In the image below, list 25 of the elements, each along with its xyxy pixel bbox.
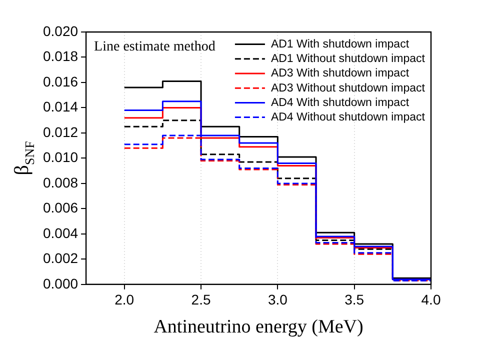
y-tick-label: 0.012 (42, 124, 78, 140)
y-tick-label: 0.002 (42, 250, 78, 266)
y-tick-label: 0.016 (42, 73, 78, 90)
legend-label: AD3 Without shutdown impact (270, 82, 426, 94)
x-tick-label: 3.0 (268, 292, 288, 308)
y-axis-title: βSNF (11, 141, 37, 176)
legend-label: AD4 Without shutdown impact (270, 111, 426, 124)
annotation: Line estimate method (94, 40, 216, 55)
y-tick-label: 0.008 (42, 174, 78, 190)
legend-label: AD1 With shutdown impact (270, 38, 410, 50)
y-tick-label: 0.004 (42, 224, 78, 241)
legend-label: AD3 With shutdown impact (270, 68, 410, 80)
x-tick-label: 2.5 (191, 292, 211, 308)
legend-label: AD4 With shutdown impact (270, 96, 410, 109)
x-tick-label: 2.0 (114, 292, 134, 308)
y-tick-label: 0.010 (42, 149, 78, 166)
y-tick-label: 0.020 (42, 22, 78, 39)
x-axis-title: Antineutrino energy (MeV) (154, 316, 364, 338)
legend-label: AD1 Without shutdown impact (270, 53, 426, 66)
y-tick-label: 0.006 (42, 200, 78, 216)
y-tick-label: 0.000 (42, 275, 78, 292)
y-tick-label: 0.018 (42, 48, 78, 64)
y-tick-label: 0.014 (42, 98, 78, 115)
x-tick-label: 3.5 (344, 292, 364, 308)
x-tick-label: 4.0 (421, 292, 441, 308)
